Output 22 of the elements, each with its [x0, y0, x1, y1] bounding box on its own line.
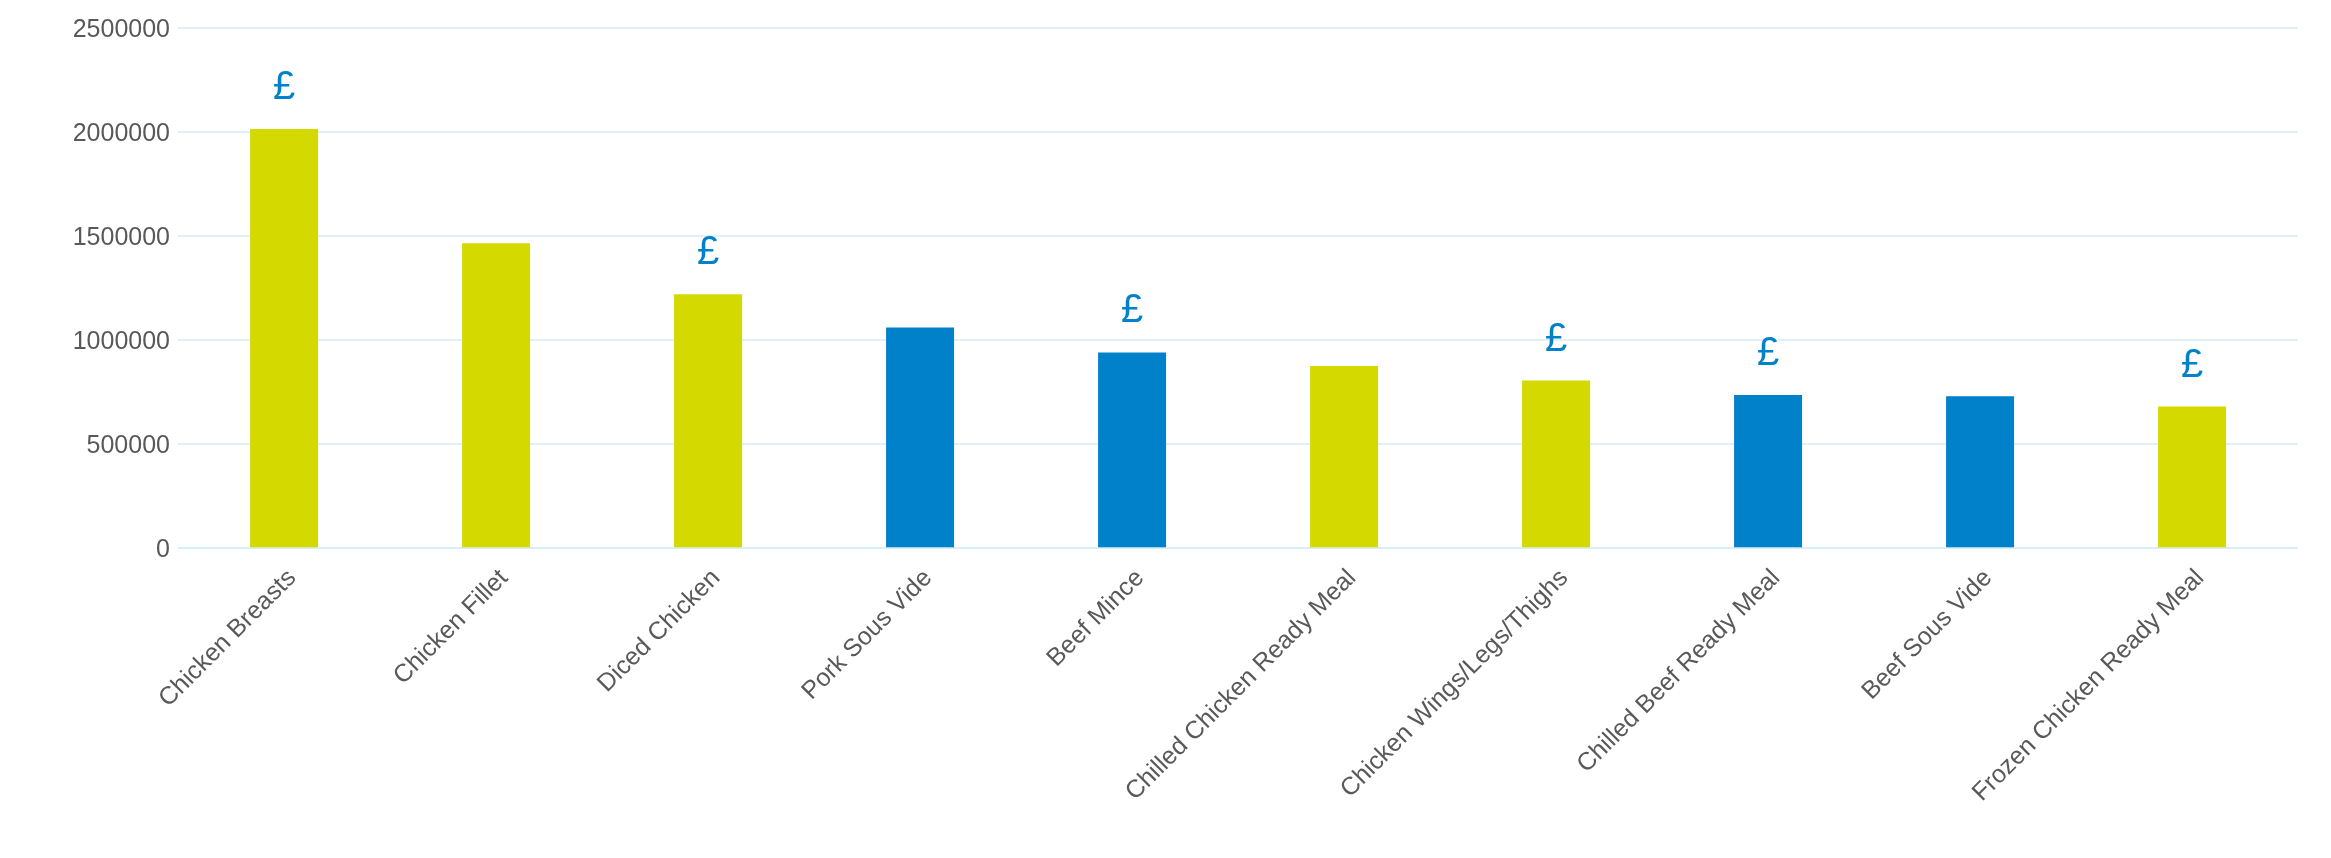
y-tick-label: 2500000: [72, 13, 170, 42]
y-tick-label: 500000: [86, 429, 170, 458]
y-tick-label: 1500000: [72, 221, 170, 250]
bar: [1522, 380, 1591, 548]
y-tick-label: 2000000: [72, 117, 170, 146]
y-tick-label: 1000000: [72, 325, 170, 354]
bar: [1946, 396, 2015, 548]
bar: [250, 128, 319, 548]
annotation: £: [2180, 340, 2204, 385]
annotation: £: [696, 228, 720, 273]
bar: [2158, 406, 2227, 548]
annotation: £: [1120, 286, 1144, 331]
bar: [462, 243, 531, 548]
bar: [1098, 352, 1167, 548]
bar: [674, 294, 743, 548]
bar: [1734, 395, 1803, 548]
bar: [886, 327, 955, 548]
annotation: £: [272, 62, 296, 107]
bar: [1310, 366, 1379, 548]
annotation: £: [1756, 329, 1780, 374]
y-tick-label: 0: [156, 533, 170, 562]
annotation: £: [1544, 314, 1568, 359]
